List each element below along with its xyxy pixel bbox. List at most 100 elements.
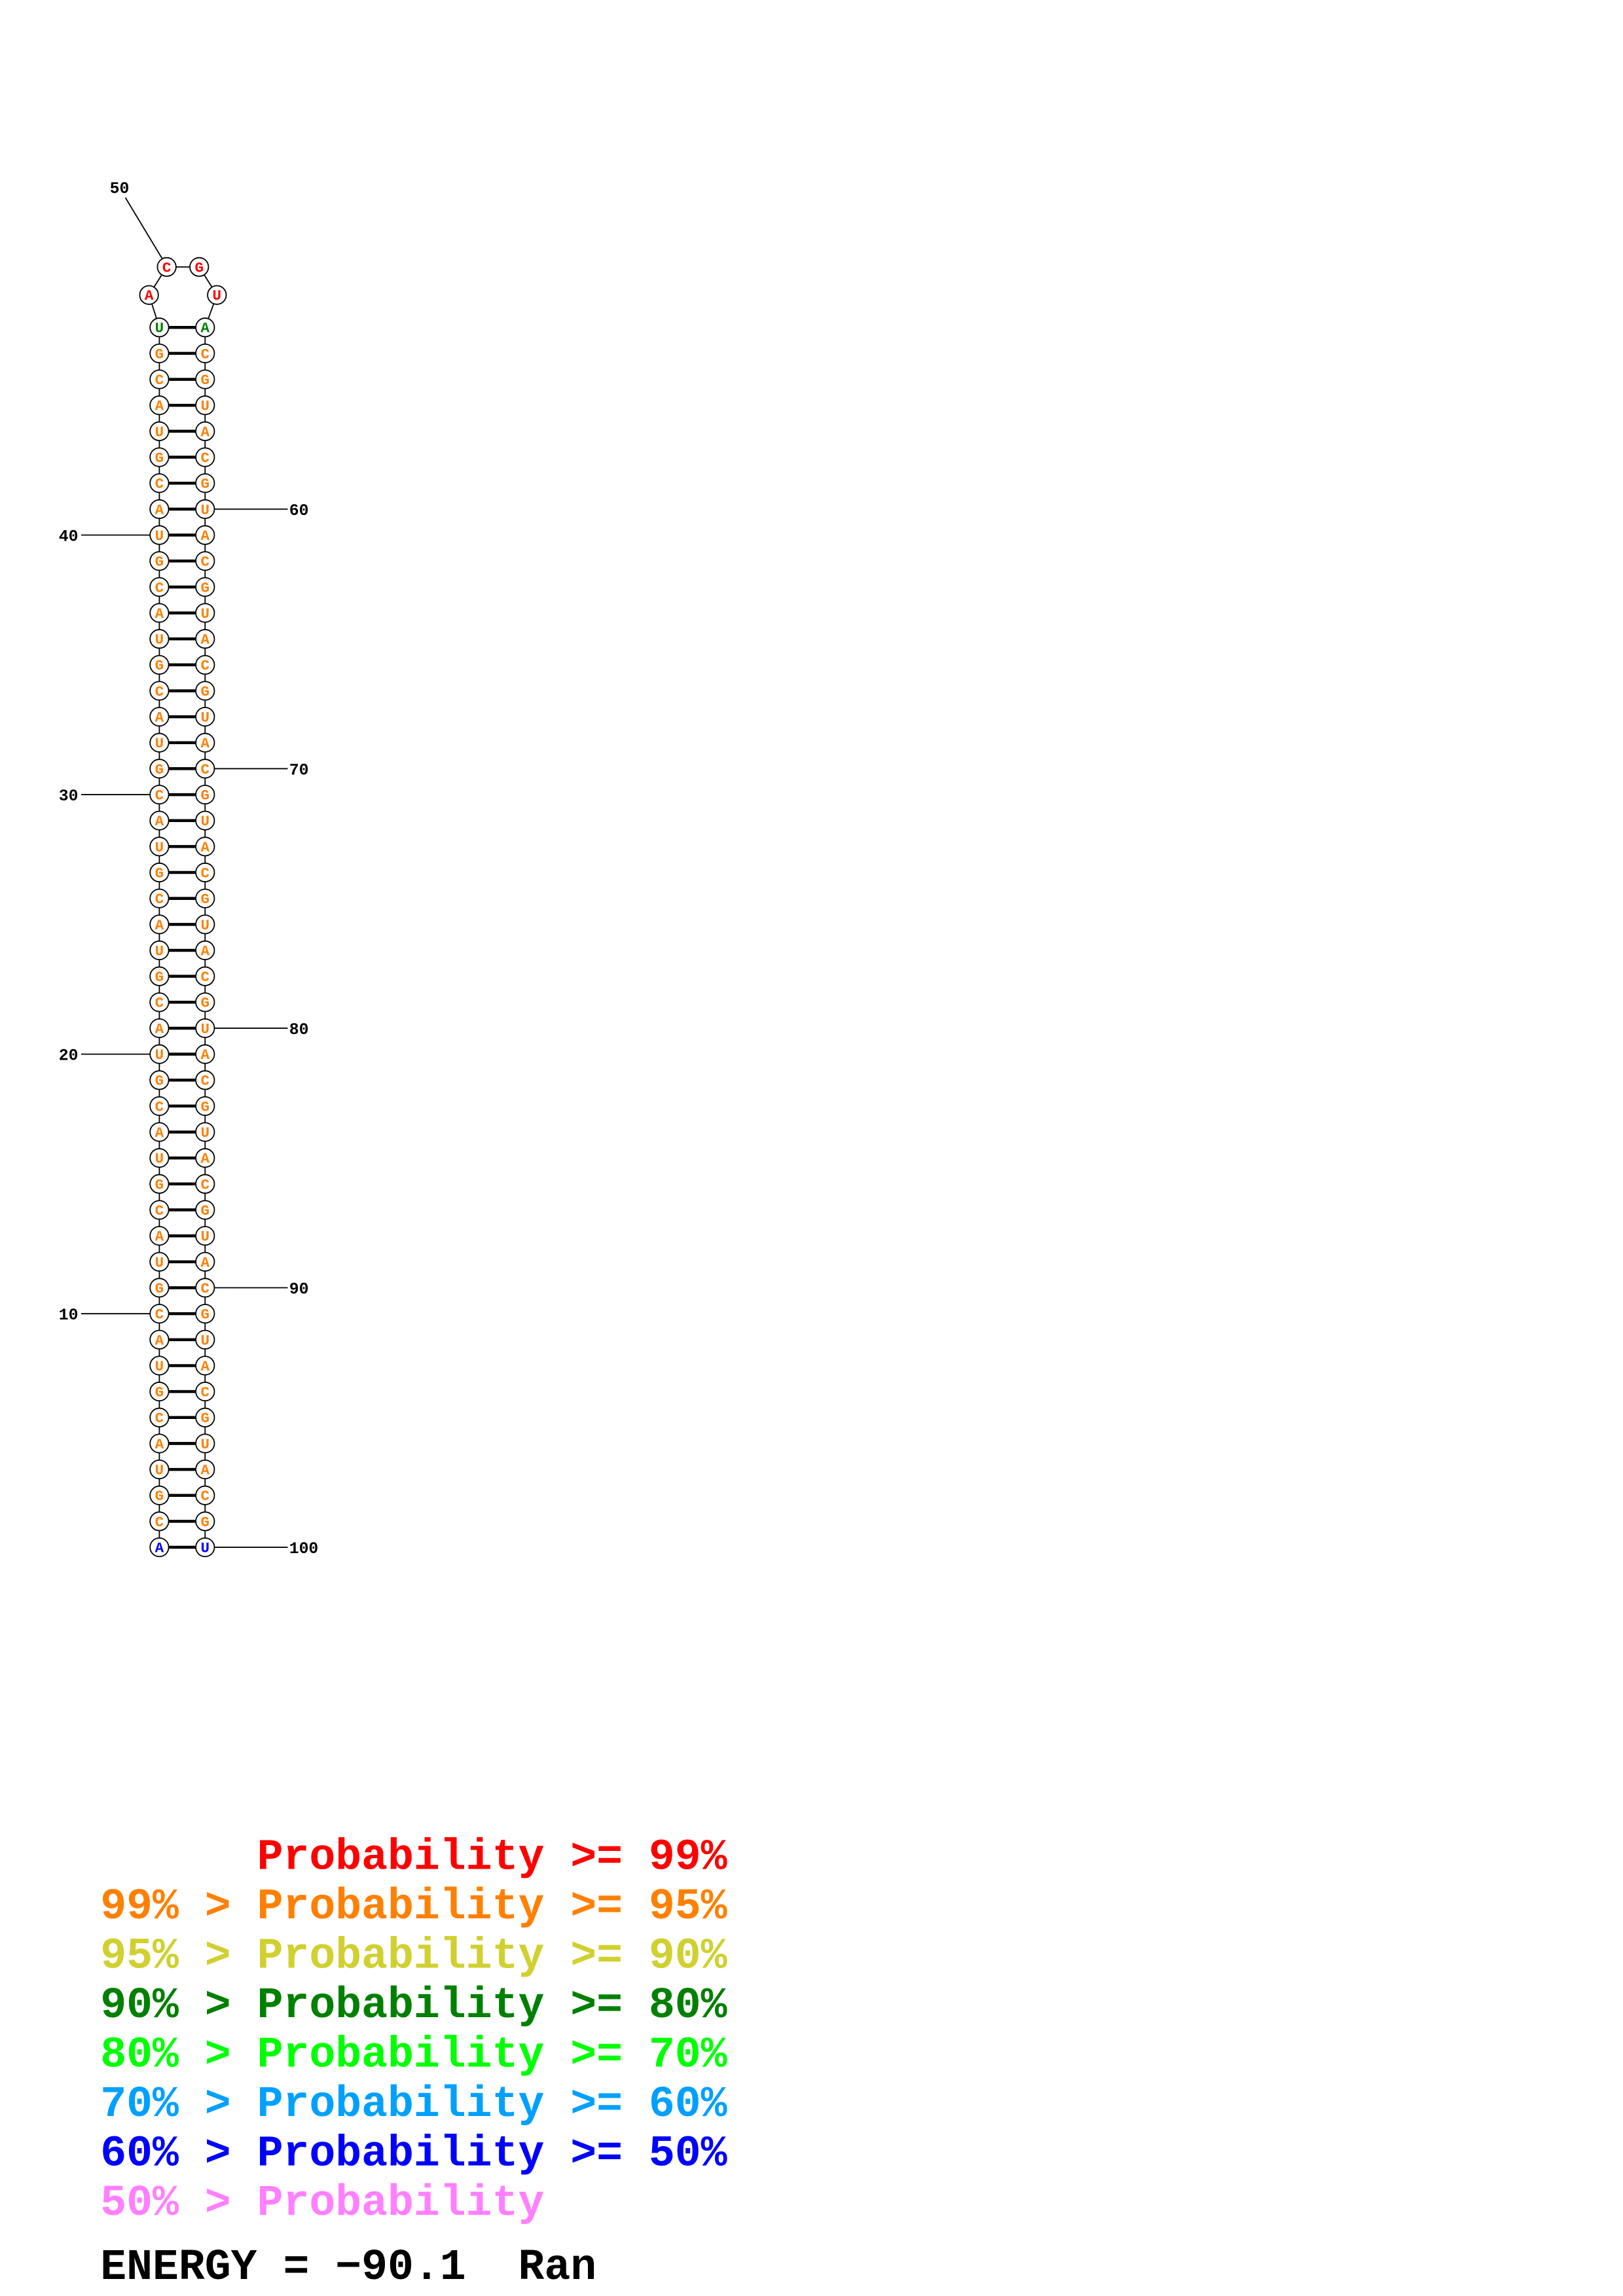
nucleotide-letter: G [201, 1306, 210, 1323]
nucleotide-letter: G [201, 476, 210, 493]
nucleotide-letter: A [155, 917, 164, 934]
nucleotide-letter: G [155, 1176, 164, 1193]
nucleotide-letter: A [155, 1436, 164, 1453]
nucleotide-circle [149, 1278, 170, 1298]
nucleotide-circle [195, 1329, 215, 1350]
legend-entry: Probability >= 99% [257, 1833, 727, 1882]
nucleotide-circle [149, 732, 170, 753]
nucleotide-letter: G [155, 1280, 164, 1297]
nucleotide-letter: A [201, 839, 210, 856]
nucleotide-letter: C [201, 969, 210, 986]
position-label: 100 [289, 1540, 319, 1558]
nucleotide-letter: U [201, 1436, 210, 1453]
nucleotide-letter: C [155, 476, 164, 493]
nucleotide-circle [149, 603, 170, 623]
nucleotide-letter: U [155, 1151, 164, 1168]
nucleotide-circle [149, 1096, 170, 1117]
nucleotide-letter: U [155, 942, 164, 960]
nucleotide-circle [195, 603, 215, 623]
nucleotide-circle [149, 888, 170, 908]
nucleotide-letter: C [155, 995, 164, 1012]
nucleotide-circle [195, 655, 215, 675]
nucleotide-circle [195, 810, 215, 831]
nucleotide-letter: G [155, 1488, 164, 1505]
nucleotide-letter: G [201, 1410, 210, 1427]
nucleotides: ACGUACGUACGUACGUACGUACGUACGUACGUACGUACGU… [139, 257, 227, 1558]
nucleotide-letter: G [201, 1098, 210, 1115]
nucleotide-circle [149, 1070, 170, 1090]
nucleotide-circle [195, 317, 215, 338]
nucleotide-letter: G [201, 372, 210, 389]
legend-entry: 50% > Probability [100, 2179, 544, 2228]
nucleotide-letter: C [155, 372, 164, 389]
nucleotide-letter: G [155, 865, 164, 882]
nucleotide-circle [195, 1355, 215, 1376]
nucleotide-circle [149, 992, 170, 1013]
nucleotide-letter: G [201, 579, 210, 596]
nucleotide-letter: U [155, 320, 164, 337]
nucleotide-circle [149, 940, 170, 961]
position-label: 70 [289, 761, 309, 780]
nucleotide-circle [195, 1304, 215, 1324]
nucleotide-circle [195, 862, 215, 883]
nucleotide-letter: A [155, 1229, 164, 1246]
nucleotide-letter: A [201, 942, 210, 960]
nucleotide-circle [195, 447, 215, 467]
nucleotide-circle [195, 1251, 215, 1272]
legend-entry: 70% > Probability >= 60% [100, 2080, 727, 2129]
nucleotide-letter: C [201, 1073, 210, 1090]
nucleotide-circle [207, 285, 227, 305]
nucleotide-letter: U [213, 287, 222, 304]
nucleotide-circle [195, 369, 215, 389]
nucleotide-circle [149, 836, 170, 857]
nucleotide-letter: U [155, 1254, 164, 1271]
nucleotide-circle [195, 732, 215, 753]
nucleotide-letter: U [201, 1229, 210, 1246]
nucleotide-letter: G [194, 259, 204, 276]
nucleotide-circle [195, 395, 215, 416]
nucleotide-letter: C [155, 787, 164, 804]
legend: Probability >= 99%99% > Probability >= 9… [100, 1833, 727, 2292]
nucleotide-circle [195, 1511, 215, 1532]
nucleotide-letter: U [201, 709, 210, 726]
nucleotide-circle [149, 1355, 170, 1376]
nucleotide-letter: C [201, 450, 210, 467]
nucleotide-letter: A [201, 528, 210, 545]
nucleotide-letter: U [201, 605, 210, 622]
position-label: 40 [59, 528, 79, 547]
nucleotide-letter: C [201, 865, 210, 882]
nucleotide-circle [149, 862, 170, 883]
nucleotide-circle [149, 343, 170, 364]
nucleotide-letter: A [201, 735, 210, 752]
nucleotide-circle [149, 1537, 170, 1558]
nucleotide-circle [195, 1200, 215, 1220]
nucleotide-letter: A [201, 632, 210, 649]
nucleotide-letter: U [201, 398, 210, 415]
nucleotide-circle [195, 1433, 215, 1454]
nucleotide-letter: U [201, 1020, 210, 1037]
nucleotide-circle [195, 759, 215, 779]
nucleotide-letter: G [155, 346, 164, 363]
legend-entry: 60% > Probability >= 50% [100, 2129, 727, 2178]
nucleotide-letter: C [201, 657, 210, 674]
nucleotide-circle [149, 966, 170, 986]
nucleotide-circle [195, 1018, 215, 1039]
nucleotide-circle [195, 499, 215, 519]
nucleotide-letter: C [201, 1384, 210, 1401]
nucleotide-letter: U [155, 632, 164, 649]
nucleotide-letter: C [155, 891, 164, 908]
nucleotide-letter: G [155, 657, 164, 674]
nucleotide-circle [195, 992, 215, 1013]
nucleotide-letter: G [155, 761, 164, 778]
nucleotide-circle [149, 1174, 170, 1194]
nucleotide-circle [149, 577, 170, 597]
nucleotide-letter: A [155, 709, 164, 726]
nucleotide-letter: A [201, 1047, 210, 1064]
nucleotide-letter: C [155, 1306, 164, 1323]
nucleotide-circle [149, 1382, 170, 1402]
nucleotide-circle [195, 1485, 215, 1505]
nucleotide-circle [149, 1226, 170, 1246]
nucleotide-letter: U [201, 813, 210, 830]
nucleotide-circle [149, 1407, 170, 1427]
